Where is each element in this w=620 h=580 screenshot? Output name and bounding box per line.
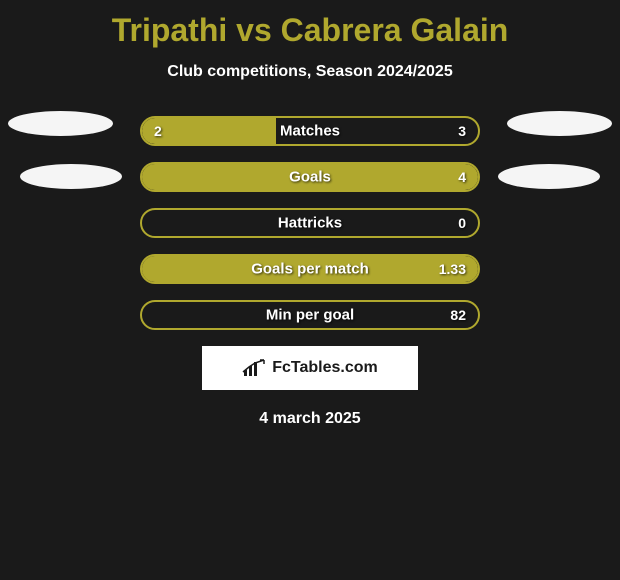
bar-value-right: 4	[458, 169, 466, 185]
stat-bar: Goals per match 1.33	[140, 254, 480, 284]
bar-value-right: 0	[458, 215, 466, 231]
bar-value-right: 1.33	[439, 261, 466, 277]
page-title: Tripathi vs Cabrera Galain	[0, 0, 620, 49]
bar-value-left: 2	[154, 123, 162, 139]
bar-value-right: 3	[458, 123, 466, 139]
player-right-avatar-top	[507, 111, 612, 136]
player-right-avatar-bottom	[498, 164, 600, 189]
bar-label: Goals	[289, 169, 331, 186]
comparison-date: 4 march 2025	[0, 410, 620, 428]
site-logo[interactable]: FcTables.com	[202, 346, 418, 390]
logo-text: FcTables.com	[272, 359, 378, 377]
stat-bar: Goals 4	[140, 162, 480, 192]
bar-value-right: 82	[450, 307, 466, 323]
page-subtitle: Club competitions, Season 2024/2025	[0, 63, 620, 81]
stat-bar: Hattricks 0	[140, 208, 480, 238]
comparison-chart: 2 Matches 3 Goals 4 Hattricks 0 Goals per match…	[0, 116, 620, 330]
bars-container: 2 Matches 3 Goals 4 Hattricks 0 Goals per match…	[140, 116, 480, 330]
bar-label: Matches	[280, 123, 340, 140]
chart-icon	[242, 358, 266, 378]
bar-label: Min per goal	[266, 307, 354, 324]
stat-bar: Min per goal 82	[140, 300, 480, 330]
stat-bar: 2 Matches 3	[140, 116, 480, 146]
bar-label: Goals per match	[251, 261, 369, 278]
player-left-avatar-top	[8, 111, 113, 136]
bar-label: Hattricks	[278, 215, 342, 232]
player-left-avatar-bottom	[20, 164, 122, 189]
bar-left-fill	[142, 118, 276, 144]
